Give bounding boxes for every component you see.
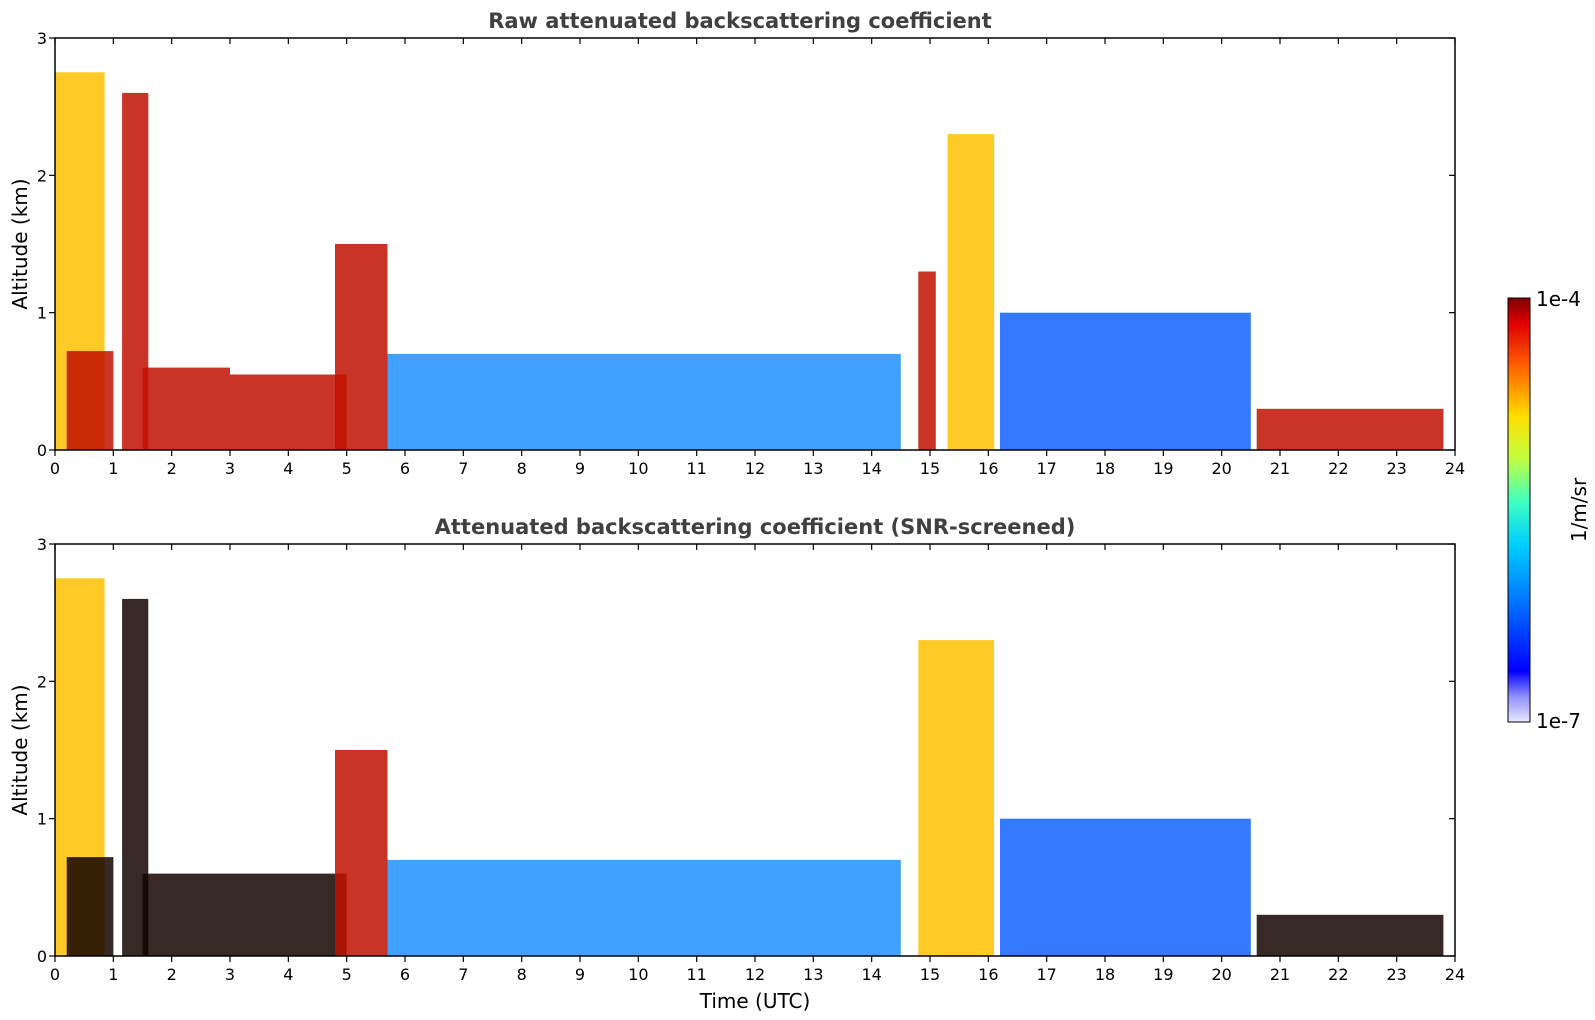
x-tick-label: 1 xyxy=(108,965,118,984)
heatmap-region-3 xyxy=(142,873,347,956)
heatmap-region-7 xyxy=(1000,818,1251,956)
y-axis-label: Altitude (km) xyxy=(8,178,32,309)
x-tick-label: 20 xyxy=(1211,459,1231,478)
x-tick-label: 10 xyxy=(628,965,648,984)
x-tick-label: 16 xyxy=(978,459,998,478)
y-tick-label: 1 xyxy=(37,810,47,829)
x-tick-label: 9 xyxy=(575,965,585,984)
x-tick-label: 0 xyxy=(50,965,60,984)
x-tick-label: 9 xyxy=(575,459,585,478)
heatmap-image xyxy=(55,72,1444,451)
x-tick-label: 10 xyxy=(628,459,648,478)
x-tick-label: 16 xyxy=(978,965,998,984)
heatmap-region-9 xyxy=(1000,312,1251,450)
colorbar: 1e-4 1e-7 1/m/sr xyxy=(1507,287,1591,733)
x-axis-ticks: 0 1 2 3 4 5 6 7 8 9 10 11 12 13 14 15 16 17 18 19 20 21 22 23 24 xyxy=(50,38,1465,478)
x-axis-ticks: 0 1 2 3 4 5 6 7 8 9 10 11 12 13 14 15 16 17 18 19 20 21 22 23 24 xyxy=(50,544,1465,984)
x-tick-label: 5 xyxy=(342,459,352,478)
x-tick-label: 17 xyxy=(1036,459,1056,478)
x-tick-label: 11 xyxy=(686,965,706,984)
x-tick-label: 7 xyxy=(458,459,468,478)
y-axis-ticks: 0 1 2 3 xyxy=(37,535,1455,966)
heatmap-region-10 xyxy=(1256,408,1444,450)
x-tick-label: 19 xyxy=(1153,459,1173,478)
x-tick-label: 22 xyxy=(1328,459,1348,478)
x-tick-label: 6 xyxy=(400,459,410,478)
x-tick-label: 24 xyxy=(1445,965,1465,984)
x-tick-label: 6 xyxy=(400,965,410,984)
x-tick-label: 11 xyxy=(686,459,706,478)
heatmap-region-5 xyxy=(335,244,388,450)
heatmap-region-4 xyxy=(335,750,388,956)
y-tick-label: 2 xyxy=(37,166,47,185)
x-tick-label: 14 xyxy=(861,459,881,478)
x-axis-label: Time (UTC) xyxy=(699,989,811,1013)
x-tick-label: 8 xyxy=(517,459,527,478)
snr-screened-panel: Attenuated backscattering coefficient (S… xyxy=(8,515,1465,1013)
heatmap-image xyxy=(55,578,1444,956)
x-tick-label: 12 xyxy=(745,459,765,478)
x-tick-label: 18 xyxy=(1095,965,1115,984)
colorbar-min-label: 1e-7 xyxy=(1536,709,1581,733)
x-tick-label: 8 xyxy=(517,965,527,984)
x-tick-label: 4 xyxy=(283,965,293,984)
x-tick-label: 7 xyxy=(458,965,468,984)
heatmap-region-8 xyxy=(1256,914,1444,956)
x-tick-label: 15 xyxy=(920,965,940,984)
x-tick-label: 23 xyxy=(1386,965,1406,984)
colorbar-max-label: 1e-4 xyxy=(1536,287,1581,311)
colorbar-label: 1/m/sr xyxy=(1567,477,1591,542)
x-tick-label: 3 xyxy=(225,965,235,984)
panel-title: Attenuated backscattering coefficient (S… xyxy=(435,515,1076,539)
heatmap-region-7 xyxy=(918,271,936,450)
x-tick-label: 19 xyxy=(1153,965,1173,984)
heatmap-region-3 xyxy=(142,367,230,450)
x-tick-label: 13 xyxy=(803,965,823,984)
x-tick-label: 15 xyxy=(920,459,940,478)
x-tick-label: 13 xyxy=(803,459,823,478)
x-tick-label: 20 xyxy=(1211,965,1231,984)
x-tick-label: 14 xyxy=(861,965,881,984)
y-axis-ticks: 0 1 2 3 xyxy=(37,29,1455,460)
x-tick-label: 5 xyxy=(342,965,352,984)
x-tick-label: 0 xyxy=(50,459,60,478)
heatmap-region-1 xyxy=(66,351,114,450)
x-tick-label: 12 xyxy=(745,965,765,984)
x-tick-label: 21 xyxy=(1270,965,1290,984)
y-axis-label: Altitude (km) xyxy=(8,684,32,815)
heatmap-region-6 xyxy=(387,353,901,450)
x-tick-label: 18 xyxy=(1095,459,1115,478)
heatmap-region-8 xyxy=(947,134,995,450)
heatmap-region-5 xyxy=(387,859,901,956)
y-tick-label: 3 xyxy=(37,29,47,48)
y-tick-label: 1 xyxy=(37,304,47,323)
x-tick-label: 17 xyxy=(1036,965,1056,984)
x-tick-label: 24 xyxy=(1445,459,1465,478)
y-tick-label: 0 xyxy=(37,947,47,966)
x-tick-label: 23 xyxy=(1386,459,1406,478)
x-tick-label: 21 xyxy=(1270,459,1290,478)
panel-title: Raw attenuated backscattering coefficien… xyxy=(488,9,992,33)
x-tick-label: 2 xyxy=(167,459,177,478)
x-tick-label: 4 xyxy=(283,459,293,478)
x-tick-label: 1 xyxy=(108,459,118,478)
heatmap-region-1 xyxy=(66,857,114,956)
heatmap-region-6 xyxy=(918,640,995,956)
heatmap-region-4 xyxy=(230,374,347,450)
x-tick-label: 22 xyxy=(1328,965,1348,984)
colorbar-gradient xyxy=(1507,297,1531,723)
x-tick-label: 2 xyxy=(167,965,177,984)
y-tick-label: 3 xyxy=(37,535,47,554)
x-tick-label: 3 xyxy=(225,459,235,478)
raw-backscatter-panel: Raw attenuated backscattering coefficien… xyxy=(8,9,1465,478)
y-tick-label: 2 xyxy=(37,672,47,691)
y-tick-label: 0 xyxy=(37,441,47,460)
